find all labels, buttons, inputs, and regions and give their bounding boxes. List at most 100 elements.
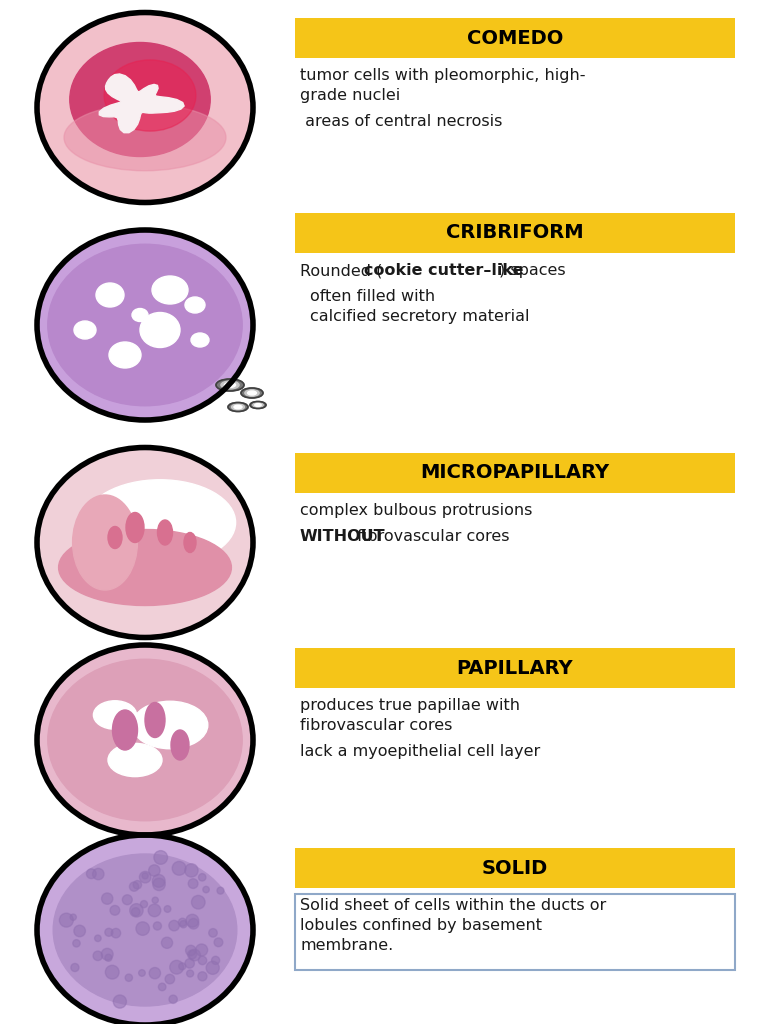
Ellipse shape — [245, 390, 259, 396]
Circle shape — [153, 879, 165, 891]
Ellipse shape — [221, 381, 239, 389]
Ellipse shape — [126, 512, 144, 543]
Circle shape — [140, 871, 151, 883]
Text: fibrovascular cores: fibrovascular cores — [353, 529, 510, 544]
Ellipse shape — [64, 104, 226, 171]
Ellipse shape — [104, 59, 196, 131]
Circle shape — [93, 951, 103, 961]
Ellipse shape — [191, 333, 209, 347]
Ellipse shape — [96, 283, 124, 307]
Ellipse shape — [145, 702, 165, 737]
Ellipse shape — [37, 645, 253, 835]
Text: WITHOUT: WITHOUT — [300, 529, 386, 544]
Text: SOLID: SOLID — [482, 858, 548, 878]
Circle shape — [101, 893, 113, 904]
Ellipse shape — [253, 402, 263, 408]
Ellipse shape — [37, 447, 253, 638]
Circle shape — [169, 995, 177, 1004]
Ellipse shape — [70, 43, 210, 157]
Text: cookie cutter–like: cookie cutter–like — [364, 263, 524, 278]
Circle shape — [169, 921, 180, 931]
Ellipse shape — [73, 495, 137, 590]
Circle shape — [111, 929, 121, 938]
Ellipse shape — [140, 312, 180, 347]
Circle shape — [196, 944, 207, 956]
Ellipse shape — [48, 659, 242, 821]
Circle shape — [71, 964, 79, 972]
Circle shape — [209, 929, 217, 937]
Ellipse shape — [84, 480, 236, 565]
Circle shape — [101, 948, 113, 961]
Text: lack a myoepithelial cell layer: lack a myoepithelial cell layer — [300, 744, 540, 759]
Text: Solid sheet of cells within the ducts or: Solid sheet of cells within the ducts or — [300, 898, 606, 913]
Circle shape — [70, 914, 76, 921]
Text: membrane.: membrane. — [300, 938, 393, 953]
Circle shape — [149, 968, 161, 979]
Ellipse shape — [171, 730, 189, 760]
Circle shape — [105, 929, 113, 936]
Ellipse shape — [132, 308, 148, 322]
Ellipse shape — [37, 835, 253, 1024]
Ellipse shape — [74, 321, 96, 339]
Text: ) spaces: ) spaces — [499, 263, 565, 278]
Circle shape — [110, 905, 120, 915]
Ellipse shape — [58, 529, 231, 605]
Ellipse shape — [231, 404, 244, 410]
Text: produces true papillae with: produces true papillae with — [300, 698, 520, 713]
Circle shape — [148, 904, 161, 916]
Circle shape — [154, 922, 161, 930]
Ellipse shape — [228, 402, 248, 412]
Circle shape — [191, 895, 205, 909]
Circle shape — [178, 919, 187, 927]
Circle shape — [188, 879, 198, 889]
Circle shape — [170, 961, 184, 974]
Circle shape — [94, 935, 101, 941]
Ellipse shape — [157, 520, 173, 545]
Circle shape — [122, 895, 132, 904]
Circle shape — [74, 926, 85, 937]
Circle shape — [211, 956, 220, 965]
Text: MICROPAPILLARY: MICROPAPILLARY — [420, 464, 610, 482]
Circle shape — [130, 882, 139, 891]
Ellipse shape — [108, 526, 122, 549]
Ellipse shape — [250, 401, 266, 409]
Text: fibrovascular cores: fibrovascular cores — [300, 718, 452, 733]
Text: often filled with: often filled with — [310, 289, 435, 304]
Circle shape — [158, 983, 166, 990]
Polygon shape — [99, 74, 184, 133]
Circle shape — [185, 958, 194, 968]
Ellipse shape — [94, 700, 137, 729]
Circle shape — [161, 937, 173, 948]
Ellipse shape — [152, 276, 188, 304]
Text: calcified secretory material: calcified secretory material — [310, 309, 529, 324]
Circle shape — [180, 921, 187, 928]
Circle shape — [133, 881, 141, 889]
Ellipse shape — [184, 532, 196, 553]
Ellipse shape — [241, 388, 263, 398]
Circle shape — [206, 962, 219, 975]
Circle shape — [73, 940, 80, 947]
Circle shape — [186, 945, 196, 955]
Circle shape — [198, 972, 207, 981]
FancyBboxPatch shape — [295, 648, 735, 688]
Ellipse shape — [132, 701, 208, 749]
Circle shape — [136, 922, 150, 935]
Text: Rounded (: Rounded ( — [300, 263, 382, 278]
Circle shape — [114, 995, 127, 1008]
Circle shape — [131, 907, 140, 916]
Text: grade nuclei: grade nuclei — [300, 88, 400, 103]
Circle shape — [152, 874, 165, 887]
Circle shape — [138, 970, 145, 976]
Circle shape — [130, 903, 143, 918]
Circle shape — [198, 956, 207, 965]
Text: CRIBRIFORM: CRIBRIFORM — [446, 223, 584, 243]
Ellipse shape — [53, 854, 237, 1006]
Circle shape — [187, 970, 194, 977]
Circle shape — [93, 868, 104, 880]
Text: tumor cells with pleomorphic, high-: tumor cells with pleomorphic, high- — [300, 68, 585, 83]
Circle shape — [165, 974, 174, 984]
Text: complex bulbous protrusions: complex bulbous protrusions — [300, 503, 532, 518]
FancyBboxPatch shape — [295, 213, 735, 253]
Text: areas of central necrosis: areas of central necrosis — [300, 114, 502, 129]
Circle shape — [152, 897, 158, 903]
